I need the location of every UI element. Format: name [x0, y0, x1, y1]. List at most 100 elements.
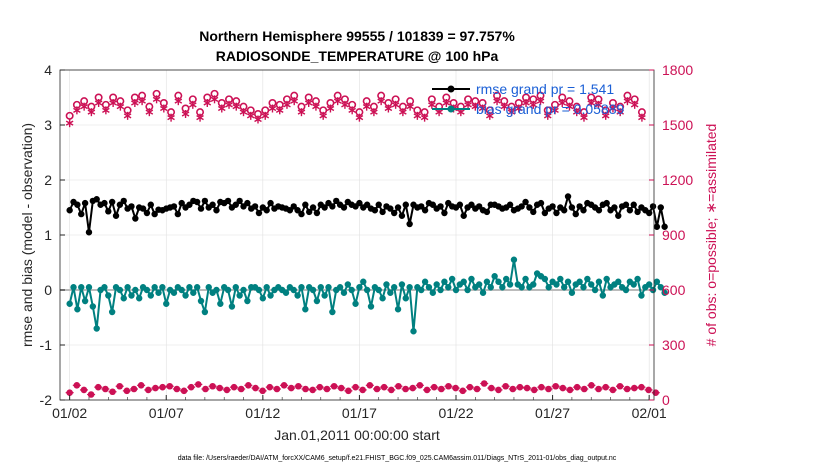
- rmse-point: [255, 209, 263, 217]
- rmse-point: [178, 199, 185, 207]
- obs_assimilated-marker: [232, 102, 241, 111]
- bias-point: [653, 278, 661, 285]
- rmse-point: [661, 223, 668, 230]
- obs_assimilated-marker: [102, 106, 110, 115]
- legend-bias-marker: [447, 105, 455, 113]
- bias-point: [356, 284, 363, 291]
- bias-point: [294, 292, 301, 299]
- bias-point: [522, 275, 529, 283]
- bias-point: [495, 278, 502, 285]
- bias-point: [510, 256, 518, 263]
- bias-point: [193, 284, 201, 291]
- bias-point: [224, 286, 232, 294]
- bias-point: [661, 289, 668, 296]
- obs_assimilated-marker: [348, 106, 356, 115]
- obs_assimilated-marker: [623, 97, 632, 106]
- rmse-point: [645, 209, 653, 217]
- bias-point: [205, 284, 212, 291]
- chart-subtitle: RADIOSONDE_TEMPERATURE @ 100 hPa: [216, 48, 499, 64]
- obs_assimilated-marker: [145, 108, 154, 117]
- obs_assimilated-marker: [485, 111, 494, 120]
- bias-point: [317, 284, 324, 291]
- obs_assimilated-marker: [406, 102, 414, 111]
- y-left-tick-label: -1: [40, 337, 53, 353]
- bias-point: [267, 292, 274, 299]
- bias-point: [591, 286, 599, 294]
- obs_assimilated-marker: [341, 100, 349, 109]
- obs_assimilated-marker: [275, 106, 284, 115]
- bias-point: [344, 281, 352, 288]
- bias-point: [128, 292, 135, 299]
- rmse-point: [251, 203, 259, 210]
- bias-point: [363, 286, 371, 294]
- y-left-tick-label: 0: [44, 282, 52, 298]
- bias-point: [155, 289, 162, 296]
- bias-point: [429, 289, 437, 296]
- rmse-point: [402, 201, 409, 208]
- rmse-point: [244, 199, 251, 207]
- rmse-point: [622, 201, 630, 208]
- bias-point: [445, 284, 452, 291]
- rmse-point: [224, 197, 232, 205]
- bias-point: [530, 281, 537, 288]
- obs_assimilated-marker: [261, 111, 270, 120]
- rmse-point: [506, 201, 514, 208]
- bias-point: [325, 284, 332, 291]
- obs_assimilated-marker: [290, 97, 299, 106]
- rmse-point: [379, 208, 386, 216]
- obs_assimilated-marker: [355, 113, 364, 122]
- bias-point: [475, 281, 483, 288]
- rmse-point: [213, 207, 220, 214]
- rmse-point: [209, 201, 216, 208]
- obs_assimilated-marker: [514, 104, 523, 113]
- y-left-tick-label: 2: [44, 172, 52, 188]
- y-right-tick-label: 1500: [662, 117, 693, 133]
- rmse-point: [649, 203, 657, 210]
- axis-ticks: 01/02 01/07 01/12 01/17 01/22 01/27 02/01 -2 -1 0…: [40, 62, 694, 421]
- bias-point: [564, 278, 572, 285]
- bias-point: [313, 297, 321, 305]
- rmse-point: [441, 209, 448, 217]
- rmse-point: [456, 201, 464, 208]
- y-left-tick-label: 4: [44, 62, 52, 78]
- obs_assimilated-marker: [442, 99, 451, 107]
- bias-point: [217, 300, 224, 307]
- obs_assimilated-marker: [87, 108, 96, 117]
- rmse-point: [132, 215, 139, 222]
- bias-point: [78, 284, 85, 291]
- bias-point: [468, 275, 475, 283]
- rmse-point: [437, 203, 444, 210]
- bias-point: [190, 289, 197, 296]
- obs_assimilated-marker: [65, 119, 74, 128]
- rmse-point: [128, 203, 135, 210]
- chart-title: Northern Hemisphere 99555 / 101839 = 97.…: [199, 28, 515, 44]
- rmse-point: [483, 208, 491, 216]
- rmse-point: [630, 201, 637, 208]
- rmse-point: [371, 207, 379, 214]
- bias-point: [321, 292, 328, 299]
- rmse-point: [305, 208, 313, 216]
- obs_assimilated-marker: [522, 99, 530, 107]
- obs_assimilated-marker: [507, 108, 516, 117]
- rmse-point: [595, 207, 603, 214]
- bias-point: [487, 284, 494, 291]
- obs_assimilated-marker: [188, 100, 197, 109]
- bias-point: [240, 286, 247, 294]
- rmse-point: [406, 220, 413, 228]
- bias-point: [553, 281, 560, 288]
- rmse-point: [321, 204, 328, 211]
- bias-point: [201, 308, 209, 316]
- bias-point: [101, 284, 108, 291]
- obs_assimilated-marker: [478, 104, 487, 113]
- obs_assimilated-marker: [138, 97, 146, 106]
- rmse-point: [580, 207, 587, 214]
- bias-point: [70, 284, 77, 291]
- obs_assimilated-marker: [319, 111, 328, 120]
- rmse-point: [174, 210, 182, 218]
- bias-point: [340, 289, 348, 296]
- y-right-tick-label: 900: [662, 227, 686, 243]
- bias-point: [282, 289, 290, 296]
- obs_assimilated-marker: [181, 110, 190, 118]
- bias-point: [383, 281, 390, 288]
